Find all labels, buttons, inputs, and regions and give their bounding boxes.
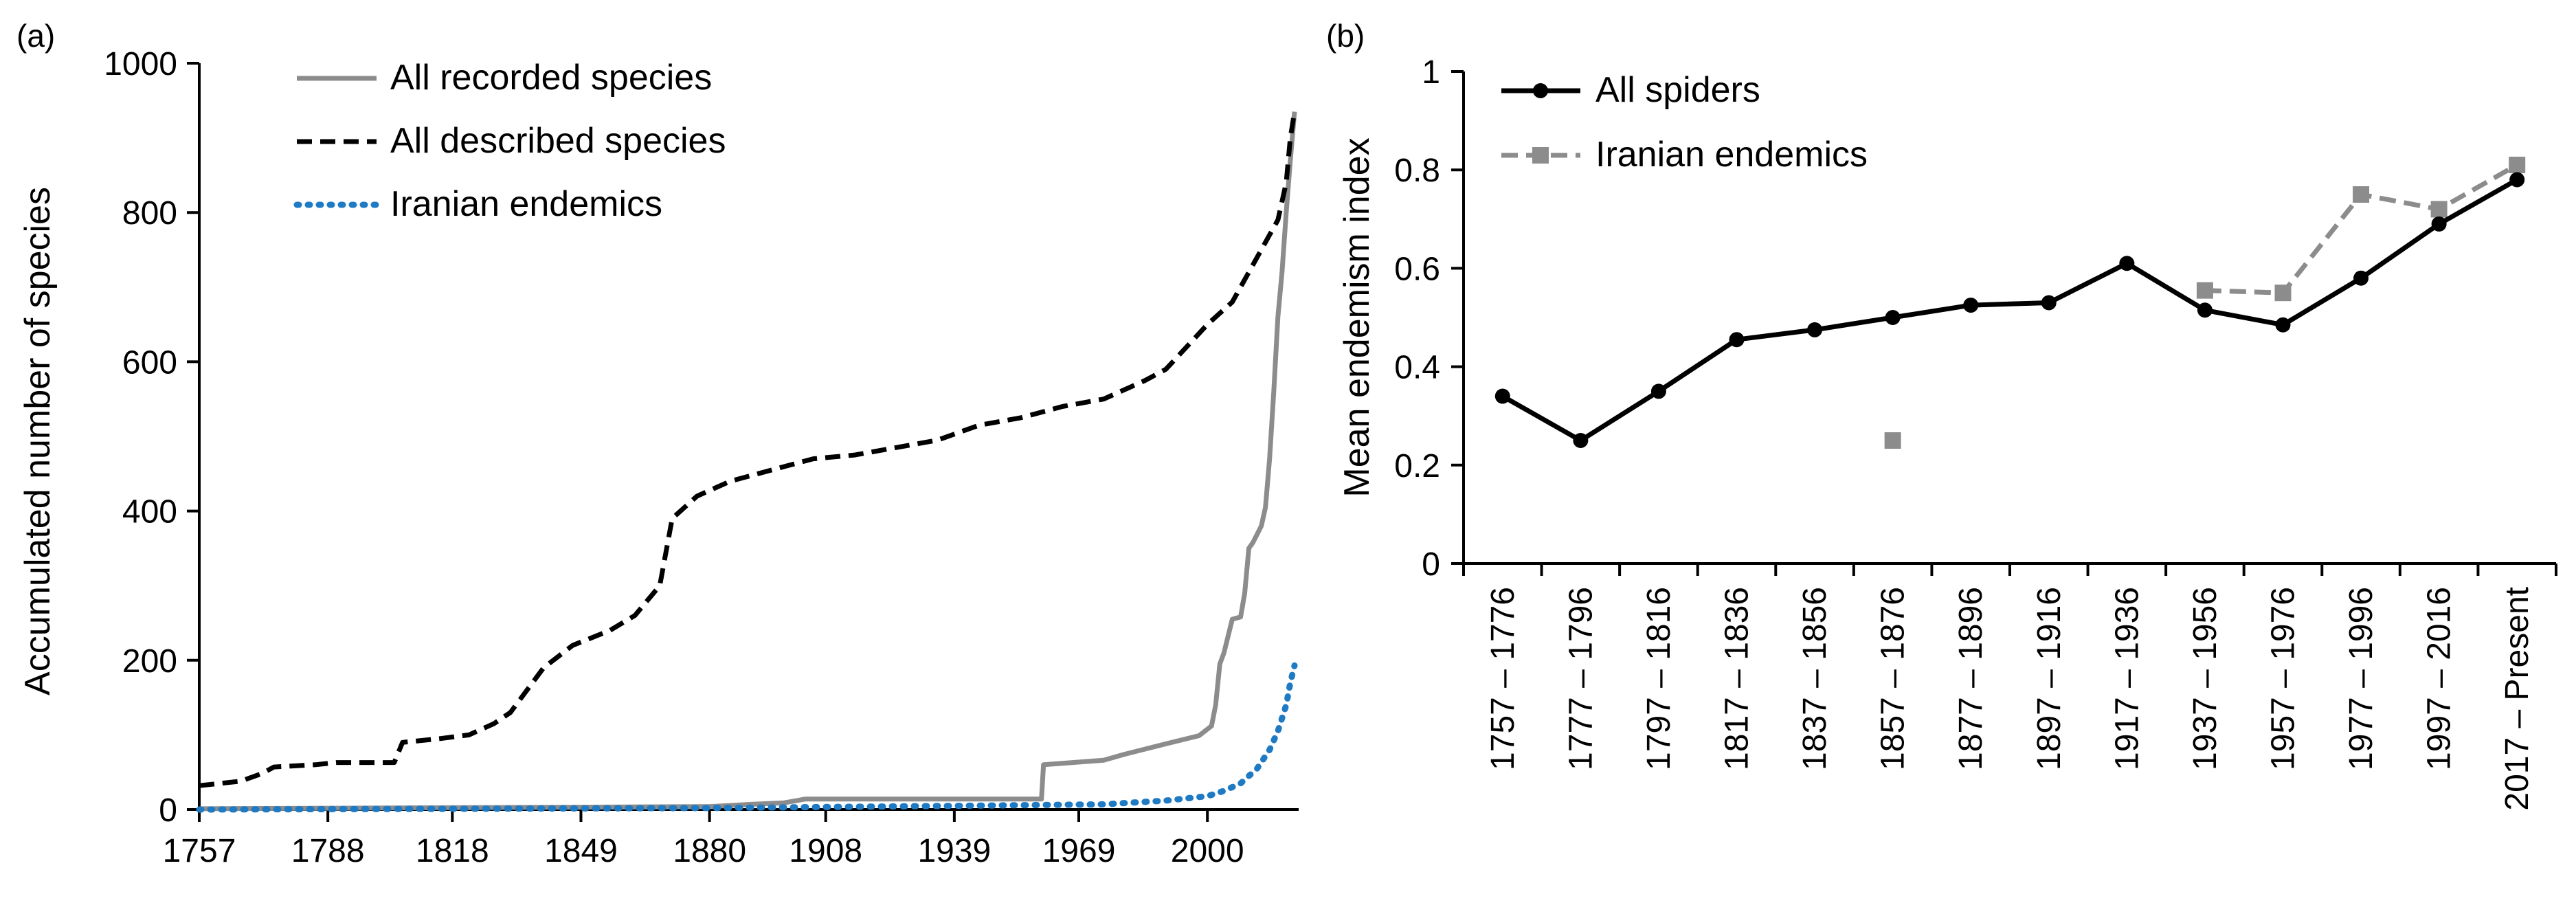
panel-b-category-label: 1977 – 1996 xyxy=(2343,587,2379,770)
data-point-iranian-endemics xyxy=(2353,186,2370,203)
panel-b-label: (b) xyxy=(1326,18,1365,54)
data-point-all-spiders xyxy=(1963,298,1979,313)
panel-b-category-label: 1877 – 1896 xyxy=(1953,587,1989,770)
legend-marker xyxy=(1533,83,1548,98)
panel-b-category-label: 1837 – 1856 xyxy=(1797,587,1833,770)
panel-a-y-tick-label: 0 xyxy=(159,792,177,829)
panel-b-category-label: 1857 – 1876 xyxy=(1875,587,1912,770)
panel-b-legend: All spiders Iranian endemics xyxy=(1501,70,1868,175)
data-point-all-spiders xyxy=(2275,317,2291,333)
panel-b-y-tick-label: 0.6 xyxy=(1394,251,1440,287)
panel-a-label: (a) xyxy=(16,18,55,54)
legend-label: All described species xyxy=(390,121,726,161)
series-line-iranian-endemics xyxy=(196,662,1298,813)
panel-a-y-tick-label: 400 xyxy=(122,494,177,531)
data-point-iranian-endemics xyxy=(2509,157,2526,174)
data-point-iranian-endemics xyxy=(2196,282,2213,299)
panel-b-category-label: 1917 – 1936 xyxy=(2109,587,2145,770)
panel-a-y-tick-label: 200 xyxy=(122,643,177,680)
data-point-all-spiders xyxy=(2431,216,2447,232)
legend-label: Iranian endemics xyxy=(390,184,662,224)
panel-b-category-label: 1997 – 2016 xyxy=(2421,587,2458,770)
panel-a-x-tick-label: 1788 xyxy=(291,833,365,869)
legend-label: All spiders xyxy=(1595,70,1760,110)
data-point-all-spiders xyxy=(2509,172,2525,188)
chart-panel-b: (b) Mean endemism index 0 0.2 0.4 0.6 0.8 1 17… xyxy=(1326,18,2557,811)
panel-a-x-tick-label: 1908 xyxy=(789,833,862,869)
data-point-all-spiders xyxy=(2119,256,2135,271)
panel-a-x-tick-label: 1757 xyxy=(163,833,236,869)
panel-a-y-tick-label: 800 xyxy=(122,195,177,232)
panel-a-x-tick-label: 1880 xyxy=(673,833,746,869)
panel-b-category-label: 1897 – 1916 xyxy=(2031,587,2068,770)
panel-b-y-tick-label: 0 xyxy=(1422,546,1440,583)
series-line-all-spiders xyxy=(1501,177,2518,443)
data-point-all-spiders xyxy=(1885,310,1901,325)
data-point-all-spiders xyxy=(2041,295,2057,311)
data-point-all-spiders xyxy=(1573,433,1589,448)
data-point-iranian-endemics xyxy=(2430,201,2448,218)
panel-b-category-label: 1957 – 1976 xyxy=(2265,587,2302,770)
panel-b-category-label: 1757 – 1776 xyxy=(1485,587,1521,770)
panel-b-y-tick-label: 0.8 xyxy=(1394,153,1440,189)
legend-label: Iranian endemics xyxy=(1595,135,1868,175)
panel-a-x-tick-label: 1849 xyxy=(544,833,618,869)
panel-a-x-tick-label: 1939 xyxy=(917,833,991,869)
data-point-all-spiders xyxy=(2353,270,2369,286)
data-point-all-spiders xyxy=(1729,332,1745,348)
panel-a-x-tick-label: 1969 xyxy=(1042,833,1116,869)
panel-b-category-label: 1937 – 1956 xyxy=(2187,587,2224,770)
legend-marker xyxy=(1532,147,1549,164)
series-line-all-described-species xyxy=(199,111,1297,788)
panel-a-x-tick-label: 1818 xyxy=(416,833,489,869)
data-point-iranian-endemics xyxy=(1884,432,1901,449)
series-line-all-recorded-species xyxy=(199,111,1297,812)
panel-b-y-tick-label: 0.4 xyxy=(1394,350,1440,386)
data-point-iranian-endemics xyxy=(2274,285,2292,302)
panel-a-y-tick-label: 1000 xyxy=(104,46,177,82)
data-point-all-spiders xyxy=(1807,322,1823,337)
panel-b-category-label: 2017 – Present xyxy=(2499,587,2535,811)
panel-b-y-tick-label: 0.2 xyxy=(1394,448,1440,484)
panel-b-category-label: 1817 – 1836 xyxy=(1719,587,1756,770)
legend-label: All recorded species xyxy=(390,58,712,98)
data-point-all-spiders xyxy=(2197,302,2213,318)
panel-b-category-label: 1797 – 1816 xyxy=(1641,587,1677,770)
panel-a-y-tick-label: 600 xyxy=(122,344,177,381)
chart-panel-a: (a) Accumulated number of species 0 200 40… xyxy=(16,18,1299,869)
data-point-all-spiders xyxy=(1650,383,1666,399)
panel-a-y-axis-title: Accumulated number of species xyxy=(18,187,58,695)
panel-a-legend: All recorded species All described specie… xyxy=(293,58,726,224)
panel-b-y-axis-title: Mean endemism index xyxy=(1337,137,1377,497)
panel-b-y-tick-label: 1 xyxy=(1422,54,1440,91)
panel-b-category-label: 1777 – 1796 xyxy=(1563,587,1599,770)
data-point-all-spiders xyxy=(1494,388,1510,404)
panel-a-x-tick-label: 2000 xyxy=(1171,833,1244,869)
